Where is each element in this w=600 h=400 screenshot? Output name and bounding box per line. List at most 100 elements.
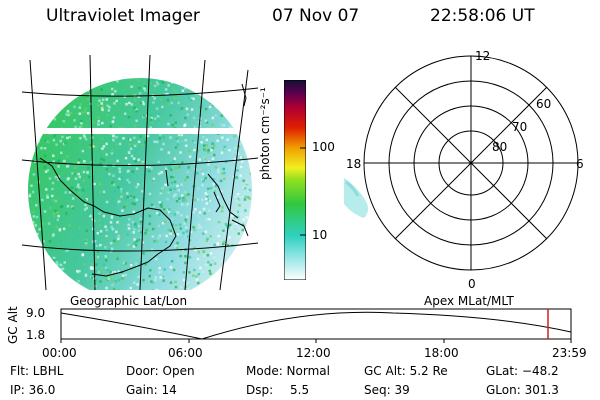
emission-speckle xyxy=(229,96,233,99)
emission-speckle xyxy=(68,97,71,100)
emission-speckle xyxy=(40,83,44,87)
emission-speckle xyxy=(220,82,224,85)
emission-speckle xyxy=(216,168,220,171)
emission-speckle xyxy=(243,198,247,201)
emission-speckle xyxy=(176,140,180,143)
emission-speckle xyxy=(174,193,177,196)
emission-speckle xyxy=(117,186,120,189)
emission-speckle xyxy=(72,281,76,284)
emission-speckle xyxy=(107,109,111,112)
emission-speckle xyxy=(127,223,130,227)
emission-speckle xyxy=(157,224,161,228)
emission-speckle xyxy=(116,221,119,224)
ip-status: IP: 36.0 xyxy=(10,383,56,397)
emission-speckle xyxy=(85,287,89,290)
emission-speckle xyxy=(162,142,165,146)
emission-speckle xyxy=(38,94,42,98)
emission-speckle xyxy=(111,87,114,91)
emission-speckle xyxy=(31,221,35,224)
emission-speckle xyxy=(28,193,32,196)
emission-speckle xyxy=(97,116,100,119)
emission-speckle xyxy=(178,197,181,200)
emission-speckle xyxy=(211,116,215,120)
emission-speckle xyxy=(177,278,181,281)
emission-speckle xyxy=(228,136,232,139)
emission-speckle xyxy=(61,271,64,274)
emission-speckle xyxy=(86,209,89,213)
emission-speckle xyxy=(95,254,98,258)
emission-speckle xyxy=(48,268,51,272)
emission-speckle xyxy=(56,211,60,215)
emission-speckle xyxy=(235,80,238,84)
emission-speckle xyxy=(209,272,212,275)
emission-speckle xyxy=(130,154,134,158)
emission-speckle xyxy=(251,230,252,233)
emission-speckle xyxy=(216,282,220,286)
emission-speckle xyxy=(135,167,139,170)
emission-speckle xyxy=(236,192,240,196)
emission-speckle xyxy=(149,114,153,117)
emission-speckle xyxy=(74,177,78,180)
emission-speckle xyxy=(157,172,161,176)
emission-speckle xyxy=(92,262,95,265)
emission-speckle xyxy=(112,138,115,142)
emission-speckle xyxy=(59,239,62,242)
emission-speckle xyxy=(198,86,201,90)
emission-speckle xyxy=(231,256,234,260)
emission-speckle xyxy=(245,120,249,124)
emission-speckle xyxy=(79,103,82,106)
emission-speckle xyxy=(74,125,77,129)
emission-speckle xyxy=(239,165,243,169)
emission-speckle xyxy=(183,222,186,225)
emission-speckle xyxy=(77,235,80,238)
emission-speckle xyxy=(223,289,226,290)
emission-speckle xyxy=(74,209,77,213)
emission-speckle xyxy=(142,252,145,255)
emission-speckle xyxy=(207,261,210,264)
emission-speckle xyxy=(65,196,68,200)
emission-speckle xyxy=(84,242,88,245)
emission-speckle xyxy=(56,248,59,251)
emission-speckle xyxy=(213,262,217,265)
emission-speckle xyxy=(153,97,156,100)
emission-speckle xyxy=(142,278,145,282)
emission-speckle xyxy=(137,224,140,228)
emission-speckle xyxy=(209,263,213,267)
emission-speckle xyxy=(220,260,223,263)
emission-speckle xyxy=(139,101,143,105)
emission-speckle xyxy=(234,127,238,131)
mlt-label-18: 18 xyxy=(346,157,362,171)
emission-speckle xyxy=(237,83,241,86)
emission-speckle xyxy=(213,189,216,193)
emission-speckle xyxy=(111,149,114,152)
emission-speckle xyxy=(159,171,162,175)
emission-speckle xyxy=(183,124,186,128)
emission-speckle xyxy=(83,135,86,139)
emission-speckle xyxy=(120,195,123,198)
emission-speckle xyxy=(160,270,163,274)
emission-speckle xyxy=(184,255,187,258)
emission-speckle xyxy=(53,271,57,274)
emission-speckle xyxy=(55,105,58,109)
emission-speckle xyxy=(133,202,137,206)
emission-speckle xyxy=(115,99,118,103)
colorbar-tick-100: 100 xyxy=(312,140,335,154)
emission-speckle xyxy=(144,263,147,266)
emission-speckle xyxy=(222,282,226,285)
emission-speckle xyxy=(99,243,102,247)
emission-speckle xyxy=(47,287,50,290)
emission-speckle xyxy=(184,235,187,239)
emission-speckle xyxy=(113,190,116,193)
emission-speckle xyxy=(237,254,240,258)
emission-speckle xyxy=(235,222,238,225)
emission-speckle xyxy=(29,226,33,229)
emission-speckle xyxy=(30,147,33,150)
emission-speckle xyxy=(222,194,226,198)
emission-speckle xyxy=(43,147,47,150)
emission-speckle xyxy=(135,185,138,189)
emission-speckle xyxy=(51,198,55,202)
emission-speckle xyxy=(101,108,104,112)
emission-speckle xyxy=(41,78,44,82)
emission-speckle xyxy=(146,228,149,231)
emission-speckle xyxy=(135,240,138,243)
